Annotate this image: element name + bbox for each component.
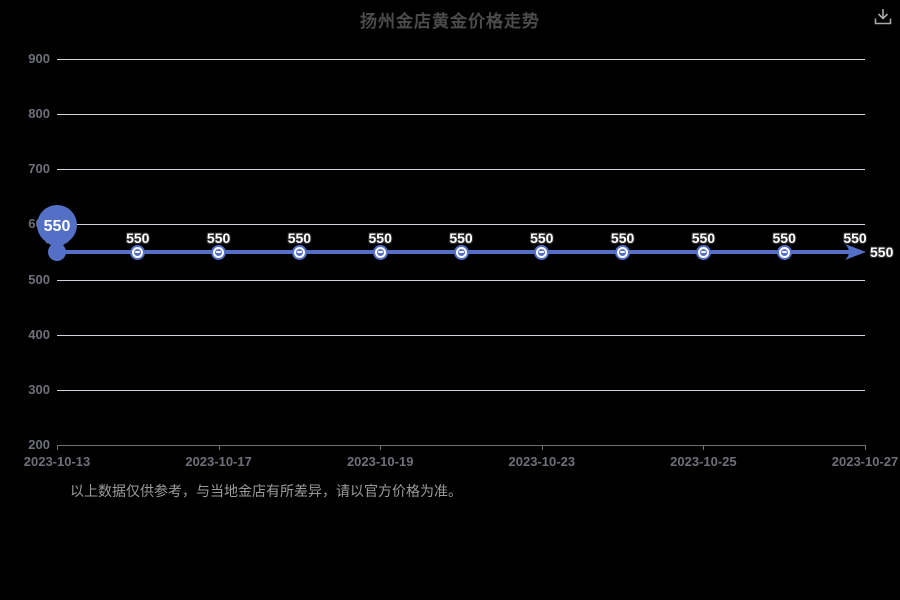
x-axis-tick — [703, 445, 705, 450]
data-point-first[interactable] — [48, 243, 66, 261]
gridline — [57, 59, 865, 60]
chart-title: 扬州金店黄金价格走势 — [360, 12, 540, 31]
point-value-label: 550 — [126, 230, 150, 246]
x-axis-label: 2023-10-27 — [831, 454, 899, 469]
x-axis-label: 2023-10-17 — [185, 454, 252, 469]
x-axis-label: 2023-10-23 — [508, 454, 576, 469]
download-tray — [874, 18, 892, 25]
data-point[interactable] — [615, 244, 631, 260]
gridline — [57, 169, 865, 171]
disclaimer-text: 以上数据仅供参考，与当地金店有所差异，请以官方价格为准。 — [70, 483, 462, 499]
point-value-label: 550 — [691, 230, 716, 246]
x-axis-line — [57, 445, 865, 446]
gridline — [57, 279, 865, 281]
y-axis-label: 900 — [28, 51, 50, 66]
y-axis-label: 800 — [28, 106, 50, 122]
pin-icon: 550 — [37, 205, 77, 251]
x-axis-label: 2023-10-13 — [23, 454, 91, 469]
data-point[interactable] — [776, 244, 792, 260]
point-value-label: 550 — [610, 230, 635, 246]
x-axis-label: 2023-10-19 — [346, 454, 414, 469]
gridline — [57, 224, 865, 226]
data-point[interactable] — [130, 244, 146, 260]
data-point[interactable] — [372, 244, 388, 260]
point-value-label: 550 — [206, 230, 231, 246]
y-axis-label: 300 — [28, 381, 50, 397]
data-point[interactable] — [211, 244, 227, 260]
point-value-label: 550 — [368, 230, 392, 246]
point-value-label: 550 — [449, 230, 473, 246]
data-point[interactable] — [453, 244, 469, 260]
x-axis-tick — [865, 445, 866, 450]
y-axis-label: 500 — [28, 271, 50, 287]
data-point[interactable] — [695, 244, 711, 260]
download-button[interactable] — [871, 5, 895, 29]
x-axis-tick — [218, 445, 220, 450]
point-value-label: 550 — [530, 230, 554, 246]
series-end-value: 550 — [870, 244, 894, 260]
pin-value-label: 550 — [44, 218, 71, 235]
download-arrow-head — [877, 13, 889, 20]
point-value-label: 550 — [843, 230, 867, 246]
x-axis-label: 2023-10-25 — [670, 454, 737, 469]
x-axis-tick — [541, 445, 543, 450]
gridline — [57, 389, 865, 391]
data-point[interactable] — [291, 244, 307, 260]
x-axis-tick — [380, 445, 382, 450]
point-value-label: 550 — [287, 230, 312, 246]
gridline — [57, 114, 865, 116]
max-price-pin-marker[interactable]: 550 — [35, 205, 79, 251]
point-value-label: 550 — [772, 230, 796, 246]
gridline — [57, 334, 865, 336]
line-arrow-head — [845, 244, 866, 260]
y-axis-label: 700 — [28, 161, 50, 177]
data-point[interactable] — [534, 244, 550, 260]
download-icon — [874, 9, 892, 25]
x-axis-tick — [57, 445, 58, 450]
y-axis-label: 400 — [28, 326, 50, 342]
y-axis-label: 200 — [28, 437, 50, 452]
